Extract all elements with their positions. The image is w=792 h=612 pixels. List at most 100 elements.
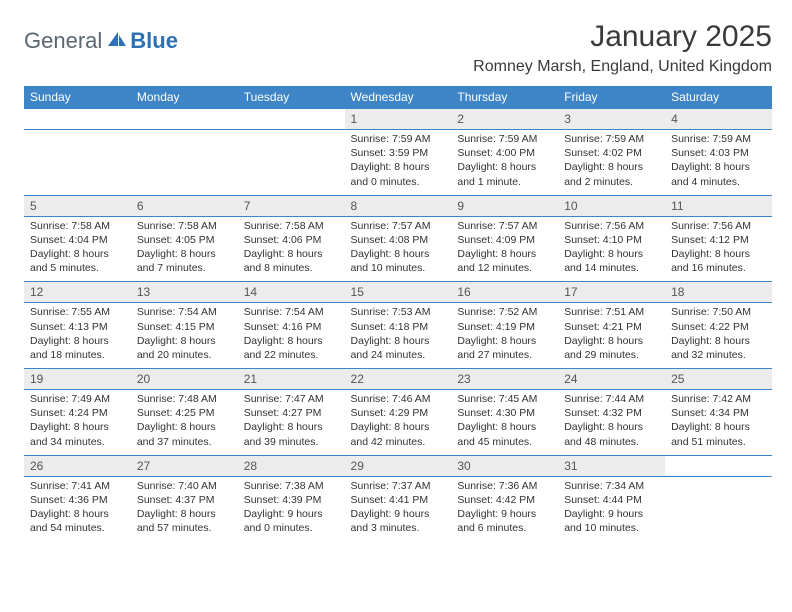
day-detail-cell: Sunrise: 7:56 AMSunset: 4:12 PMDaylight:… [665, 216, 772, 282]
sunrise-line: Sunrise: 7:58 AM [137, 219, 232, 233]
day-detail-cell: Sunrise: 7:57 AMSunset: 4:09 PMDaylight:… [451, 216, 558, 282]
day-header-tuesday: Tuesday [238, 86, 345, 109]
daylight-line: Daylight: 8 hours and 0 minutes. [351, 160, 446, 188]
day-number-cell: 26 [24, 455, 131, 476]
day-detail-cell: Sunrise: 7:48 AMSunset: 4:25 PMDaylight:… [131, 390, 238, 456]
sunrise-line: Sunrise: 7:37 AM [351, 479, 446, 493]
day-detail-cell: Sunrise: 7:41 AMSunset: 4:36 PMDaylight:… [24, 476, 131, 541]
day-number-cell: 9 [451, 195, 558, 216]
sail-icon [106, 30, 128, 53]
calendar-body: 1234Sunrise: 7:59 AMSunset: 3:59 PMDayli… [24, 109, 772, 542]
sunset-line: Sunset: 4:32 PM [564, 406, 659, 420]
sunset-line: Sunset: 4:02 PM [564, 146, 659, 160]
sunset-line: Sunset: 4:22 PM [671, 320, 766, 334]
sunrise-line: Sunrise: 7:50 AM [671, 305, 766, 319]
day-number-cell: 29 [345, 455, 452, 476]
daylight-line: Daylight: 8 hours and 27 minutes. [457, 334, 552, 362]
daylight-line: Daylight: 8 hours and 18 minutes. [30, 334, 125, 362]
sunset-line: Sunset: 4:36 PM [30, 493, 125, 507]
day-number-cell: 14 [238, 282, 345, 303]
day-detail-cell: Sunrise: 7:34 AMSunset: 4:44 PMDaylight:… [558, 476, 665, 541]
week-1-detail-row: Sunrise: 7:58 AMSunset: 4:04 PMDaylight:… [24, 216, 772, 282]
daylight-line: Daylight: 8 hours and 20 minutes. [137, 334, 232, 362]
day-detail-cell: Sunrise: 7:53 AMSunset: 4:18 PMDaylight:… [345, 303, 452, 369]
daylight-line: Daylight: 8 hours and 4 minutes. [671, 160, 766, 188]
sunrise-line: Sunrise: 7:49 AM [30, 392, 125, 406]
day-header-thursday: Thursday [451, 86, 558, 109]
day-detail-cell: Sunrise: 7:59 AMSunset: 4:03 PMDaylight:… [665, 130, 772, 196]
sunrise-line: Sunrise: 7:59 AM [671, 132, 766, 146]
daylight-line: Daylight: 8 hours and 22 minutes. [244, 334, 339, 362]
title-block: January 2025 Romney Marsh, England, Unit… [473, 20, 772, 76]
day-number-cell: 5 [24, 195, 131, 216]
daylight-line: Daylight: 8 hours and 42 minutes. [351, 420, 446, 448]
day-header-wednesday: Wednesday [345, 86, 452, 109]
sunrise-line: Sunrise: 7:55 AM [30, 305, 125, 319]
day-detail-cell: Sunrise: 7:49 AMSunset: 4:24 PMDaylight:… [24, 390, 131, 456]
sunset-line: Sunset: 4:41 PM [351, 493, 446, 507]
day-detail-cell: Sunrise: 7:57 AMSunset: 4:08 PMDaylight:… [345, 216, 452, 282]
day-number-cell [665, 455, 772, 476]
day-number-cell [24, 109, 131, 130]
sunrise-line: Sunrise: 7:54 AM [244, 305, 339, 319]
day-header-saturday: Saturday [665, 86, 772, 109]
daylight-line: Daylight: 8 hours and 48 minutes. [564, 420, 659, 448]
sunrise-line: Sunrise: 7:57 AM [457, 219, 552, 233]
sunset-line: Sunset: 4:29 PM [351, 406, 446, 420]
week-2-number-row: 12131415161718 [24, 282, 772, 303]
sunset-line: Sunset: 4:04 PM [30, 233, 125, 247]
week-1-number-row: 567891011 [24, 195, 772, 216]
daylight-line: Daylight: 8 hours and 37 minutes. [137, 420, 232, 448]
sunrise-line: Sunrise: 7:58 AM [30, 219, 125, 233]
header: General Blue January 2025 Romney Marsh, … [24, 20, 772, 76]
day-header-sunday: Sunday [24, 86, 131, 109]
day-detail-cell: Sunrise: 7:37 AMSunset: 4:41 PMDaylight:… [345, 476, 452, 541]
day-number-cell: 24 [558, 369, 665, 390]
day-detail-cell: Sunrise: 7:58 AMSunset: 4:05 PMDaylight:… [131, 216, 238, 282]
day-number-cell: 7 [238, 195, 345, 216]
day-detail-cell: Sunrise: 7:58 AMSunset: 4:06 PMDaylight:… [238, 216, 345, 282]
day-number-cell: 31 [558, 455, 665, 476]
daylight-line: Daylight: 8 hours and 57 minutes. [137, 507, 232, 535]
day-number-cell: 13 [131, 282, 238, 303]
day-detail-cell: Sunrise: 7:50 AMSunset: 4:22 PMDaylight:… [665, 303, 772, 369]
sunset-line: Sunset: 4:21 PM [564, 320, 659, 334]
day-number-cell: 12 [24, 282, 131, 303]
sunset-line: Sunset: 4:10 PM [564, 233, 659, 247]
daylight-line: Daylight: 8 hours and 32 minutes. [671, 334, 766, 362]
daylight-line: Daylight: 8 hours and 54 minutes. [30, 507, 125, 535]
day-number-cell [238, 109, 345, 130]
day-number-cell: 10 [558, 195, 665, 216]
sunrise-line: Sunrise: 7:54 AM [137, 305, 232, 319]
sunset-line: Sunset: 4:18 PM [351, 320, 446, 334]
sunset-line: Sunset: 4:06 PM [244, 233, 339, 247]
sunrise-line: Sunrise: 7:52 AM [457, 305, 552, 319]
sunset-line: Sunset: 4:44 PM [564, 493, 659, 507]
day-number-cell: 2 [451, 109, 558, 130]
day-number-cell: 23 [451, 369, 558, 390]
sunrise-line: Sunrise: 7:48 AM [137, 392, 232, 406]
week-2-detail-row: Sunrise: 7:55 AMSunset: 4:13 PMDaylight:… [24, 303, 772, 369]
sunrise-line: Sunrise: 7:56 AM [564, 219, 659, 233]
daylight-line: Daylight: 8 hours and 51 minutes. [671, 420, 766, 448]
daylight-line: Daylight: 8 hours and 29 minutes. [564, 334, 659, 362]
week-4-detail-row: Sunrise: 7:41 AMSunset: 4:36 PMDaylight:… [24, 476, 772, 541]
sunrise-line: Sunrise: 7:59 AM [564, 132, 659, 146]
day-detail-cell: Sunrise: 7:59 AMSunset: 4:02 PMDaylight:… [558, 130, 665, 196]
logo-text-general: General [24, 28, 102, 54]
calendar-table: SundayMondayTuesdayWednesdayThursdayFrid… [24, 86, 772, 541]
daylight-line: Daylight: 9 hours and 3 minutes. [351, 507, 446, 535]
sunrise-line: Sunrise: 7:34 AM [564, 479, 659, 493]
sunset-line: Sunset: 4:15 PM [137, 320, 232, 334]
day-detail-cell [238, 130, 345, 196]
sunrise-line: Sunrise: 7:59 AM [457, 132, 552, 146]
sunset-line: Sunset: 4:09 PM [457, 233, 552, 247]
day-number-cell: 20 [131, 369, 238, 390]
sunset-line: Sunset: 4:37 PM [137, 493, 232, 507]
logo-text-blue: Blue [130, 28, 178, 54]
day-detail-cell: Sunrise: 7:40 AMSunset: 4:37 PMDaylight:… [131, 476, 238, 541]
sunset-line: Sunset: 4:27 PM [244, 406, 339, 420]
day-detail-cell: Sunrise: 7:51 AMSunset: 4:21 PMDaylight:… [558, 303, 665, 369]
sunset-line: Sunset: 4:00 PM [457, 146, 552, 160]
sunrise-line: Sunrise: 7:44 AM [564, 392, 659, 406]
